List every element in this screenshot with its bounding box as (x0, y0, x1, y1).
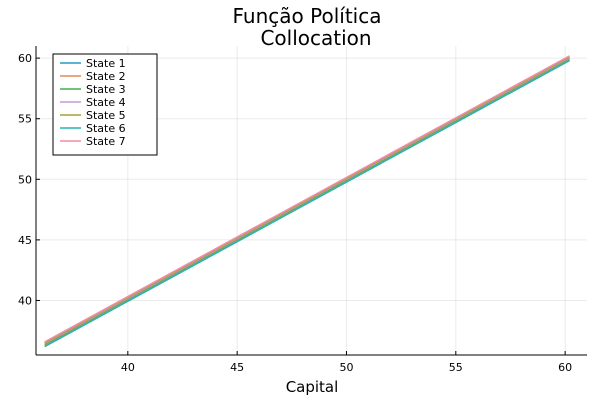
series-line-5 (44, 56, 570, 344)
legend-box (52, 53, 158, 156)
y-tick-label: 50 (18, 173, 32, 186)
x-tick-label: 45 (230, 361, 244, 374)
plot-lines (44, 55, 570, 348)
y-tick-label: 60 (18, 52, 32, 65)
legend-label-3: State 3 (86, 83, 126, 96)
x-tick-label: 60 (558, 361, 572, 374)
x-axis-label: Capital (286, 378, 339, 396)
y-tick-label: 40 (18, 294, 32, 307)
legend-label-7: State 7 (86, 135, 126, 148)
legend-label-4: State 4 (86, 96, 126, 109)
chart-title-line-2: Collocation (260, 26, 371, 50)
legend-label-6: State 6 (86, 122, 126, 135)
x-tick-labels: 40 45 50 55 60 (121, 361, 572, 374)
x-tick-label: 40 (121, 361, 135, 374)
series-line-6 (44, 59, 570, 348)
y-tick-labels: 40 45 50 55 60 (18, 52, 32, 307)
legend-label-2: State 2 (86, 70, 126, 83)
chart-title-line-1: Função Política (233, 4, 382, 28)
legend-label-1: State 1 (86, 57, 126, 70)
y-tick-label: 55 (18, 113, 32, 126)
x-tick-label: 50 (339, 361, 353, 374)
axes (35, 46, 587, 356)
x-tick-label: 55 (449, 361, 463, 374)
series-line-7 (44, 55, 570, 343)
y-tick-label: 45 (18, 234, 32, 247)
legend-label-5: State 5 (86, 109, 126, 122)
